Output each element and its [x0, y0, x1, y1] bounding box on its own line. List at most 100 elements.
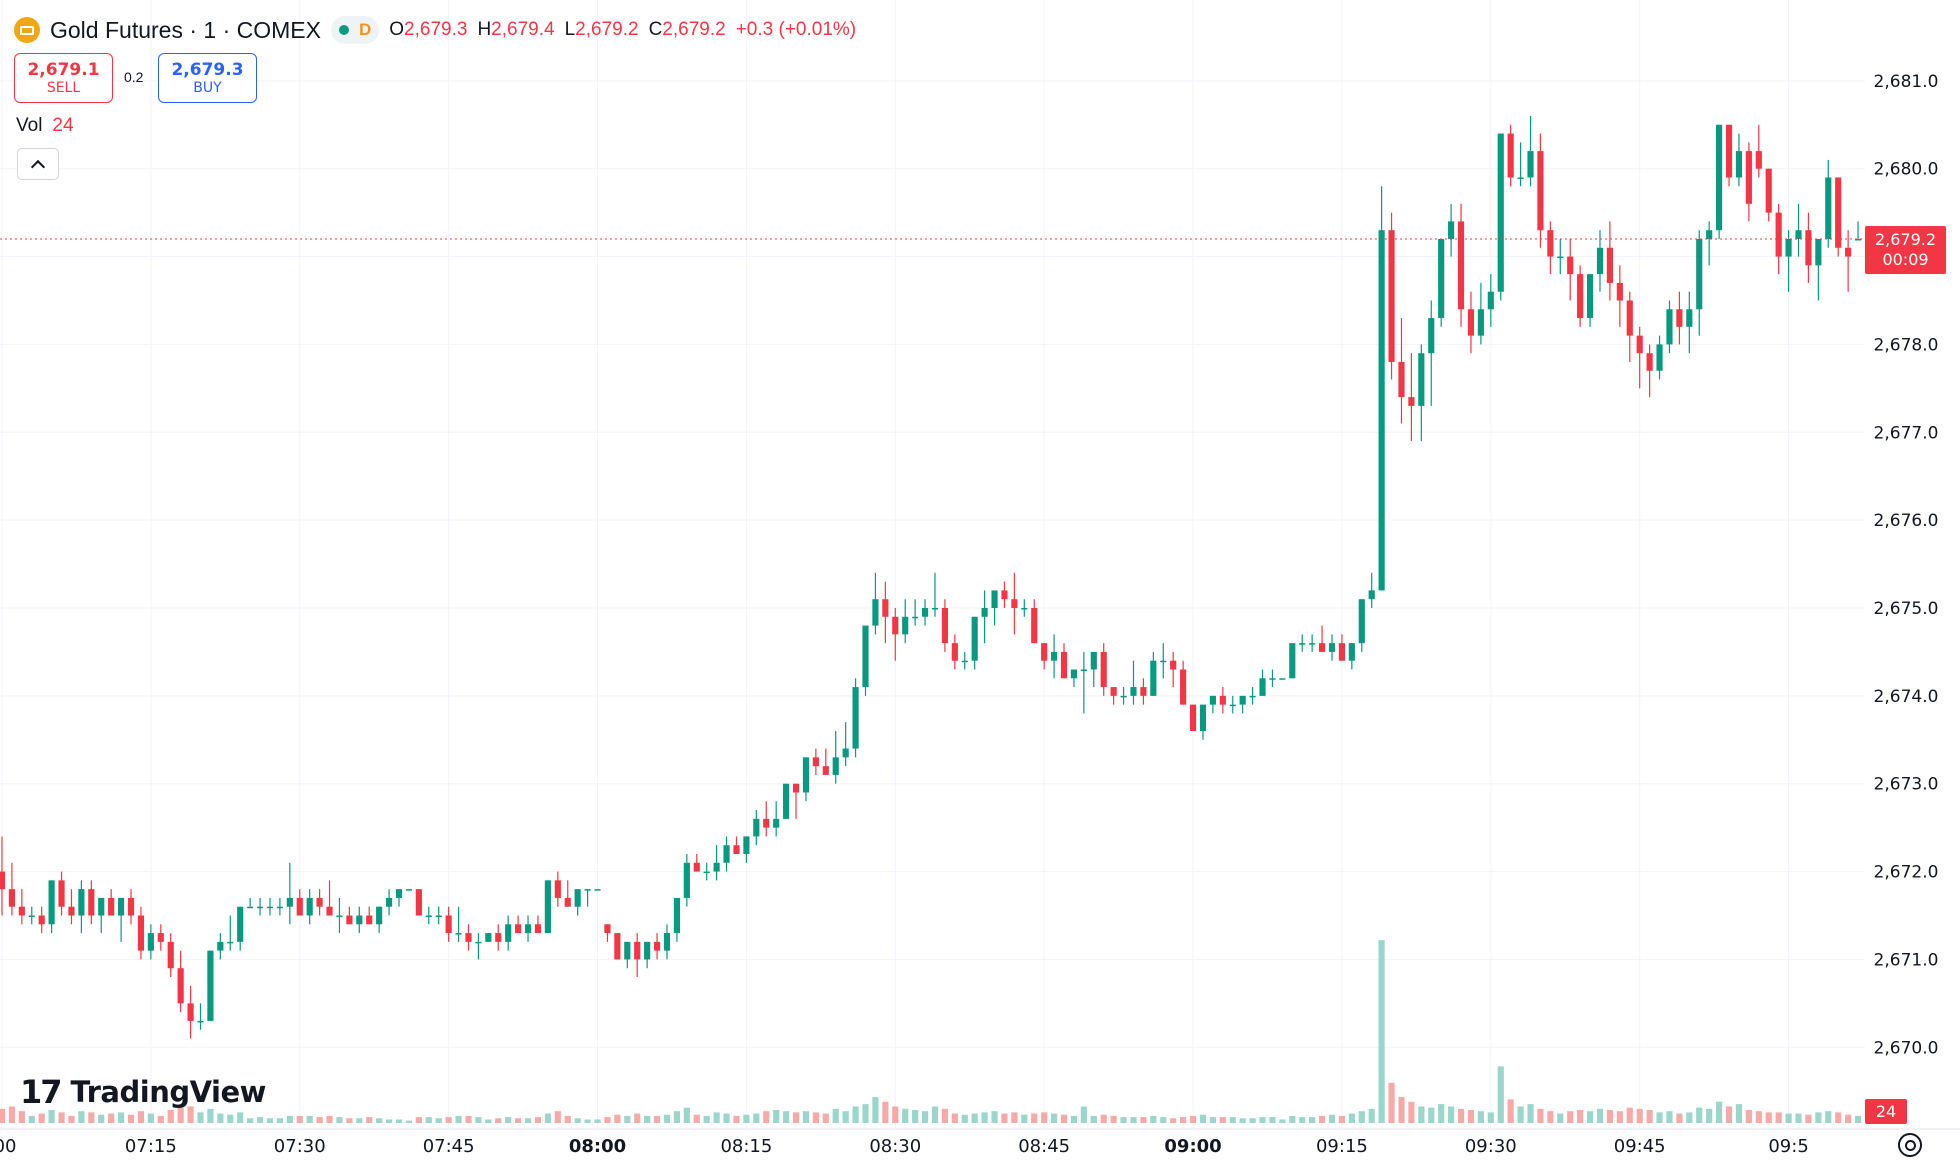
volume-bar [961, 1114, 968, 1123]
candle-body [336, 915, 343, 918]
candle-body [663, 933, 671, 951]
candle-body [743, 836, 750, 854]
volume-bar [703, 1115, 710, 1123]
time-axis-label: :00 [0, 1136, 16, 1157]
volume-bar [1299, 1117, 1306, 1123]
volume-bar [1348, 1113, 1355, 1123]
volume-bar [247, 1118, 254, 1123]
market-status[interactable]: D [330, 16, 380, 44]
candle-body [1497, 133, 1504, 292]
candle-body [981, 607, 988, 617]
ohlc-high: H2,679.4 [477, 19, 555, 40]
candle-body [832, 757, 839, 775]
time-axis-label: 09:00 [1164, 1136, 1221, 1157]
volume-bar [604, 1117, 611, 1123]
time-axis-label: 09:45 [1614, 1136, 1666, 1157]
volume-bar [485, 1119, 492, 1123]
candle-body [584, 889, 591, 891]
time-axis-label: 08:45 [1018, 1136, 1070, 1157]
candle-body [1745, 151, 1752, 204]
candle-body [395, 889, 403, 898]
chart-settings-icon[interactable] [1898, 1133, 1922, 1157]
volume-bar [1011, 1112, 1018, 1123]
volume-bar [1051, 1113, 1058, 1123]
buy-price: 2,679.3 [171, 59, 244, 80]
time-axis-label: 08:30 [869, 1136, 921, 1157]
candle-body [594, 889, 601, 891]
candle-body [1209, 695, 1216, 705]
candle-body [634, 941, 641, 960]
candle-body [1795, 230, 1802, 239]
candle-body [693, 862, 700, 872]
volume-bar [1269, 1117, 1276, 1123]
candle-body [1279, 678, 1286, 680]
volume-bar [1825, 1111, 1832, 1123]
chevron-up-icon [30, 159, 46, 174]
candle-body [1299, 643, 1306, 645]
volume-bar [1755, 1111, 1762, 1123]
candle-body [1835, 177, 1842, 248]
candle-body [1577, 274, 1584, 319]
price-axis-label: 2,670.0 [1874, 1038, 1939, 1058]
volume-bar [614, 1114, 621, 1123]
candle-body [971, 616, 978, 661]
candle-body [872, 599, 879, 626]
volume-bar [127, 1114, 135, 1123]
candle-body [1011, 599, 1018, 608]
time-axis-label: 08:00 [569, 1136, 626, 1157]
price-axis-label: 2,671.0 [1874, 950, 1939, 970]
volume-bar [415, 1117, 422, 1123]
volume-bar [1676, 1113, 1683, 1123]
volume-bar [505, 1117, 512, 1123]
candle-body [316, 897, 323, 907]
candle-body [1418, 353, 1425, 406]
sell-price: 2,679.1 [27, 59, 100, 80]
volume-bar [1080, 1106, 1087, 1123]
volume-bar [187, 1106, 194, 1123]
volume-bar [1835, 1112, 1842, 1123]
volume-legend[interactable]: Vol 24 [16, 115, 74, 137]
volume-bar [1309, 1117, 1316, 1123]
candle-body [475, 941, 482, 944]
volume-bar [346, 1118, 353, 1123]
candle-body [38, 915, 45, 925]
candle-body [326, 906, 333, 916]
time-axis[interactable]: :00 07:15 07:30 07:45 08:00 08:15 08:30 08:45 09… [0, 1136, 1809, 1157]
symbol-title[interactable]: Gold Futures · 1 · COMEX [50, 16, 321, 43]
volume-bar [1854, 1115, 1862, 1123]
candle-body [505, 924, 512, 942]
volume-bar [147, 1113, 154, 1123]
tradingview-logo[interactable]: 17 TradingView [20, 1073, 266, 1111]
volume-bar [1140, 1117, 1147, 1123]
volume-bar [743, 1114, 750, 1123]
candle-body [266, 906, 274, 909]
buy-label: BUY [193, 79, 222, 96]
volume-bar [445, 1117, 452, 1123]
last-price-label: 2,679.2 00:09 [1865, 226, 1946, 274]
volume-bar [88, 1112, 95, 1123]
price-axis[interactable]: 2,681.02,680.02,679.02,678.02,677.02,676… [1874, 72, 1939, 1058]
volume-bar [862, 1104, 869, 1123]
candle-body [753, 818, 760, 837]
volume-bar [1189, 1115, 1197, 1123]
buy-button[interactable]: 2,679.3 BUY [158, 53, 257, 103]
volume-bar [1209, 1117, 1216, 1123]
volume-bar [991, 1111, 998, 1123]
sell-button[interactable]: 2,679.1 SELL [14, 53, 113, 103]
candle-body [1567, 256, 1574, 275]
candle-body [991, 590, 998, 608]
volume-bar [872, 1097, 879, 1123]
candle-body [1636, 335, 1643, 354]
candle-body [28, 915, 35, 918]
volume-bar [1180, 1117, 1187, 1123]
volume-bar [1517, 1106, 1524, 1123]
candle-body [485, 933, 492, 942]
candle-body [1735, 151, 1743, 178]
volume-bar [58, 1112, 65, 1123]
candle-body [1378, 230, 1385, 591]
volume-bar [931, 1106, 939, 1123]
volume-bar [1785, 1113, 1792, 1123]
tradingview-mark-icon: 17 [20, 1073, 63, 1111]
collapse-legend-button[interactable] [17, 148, 59, 180]
